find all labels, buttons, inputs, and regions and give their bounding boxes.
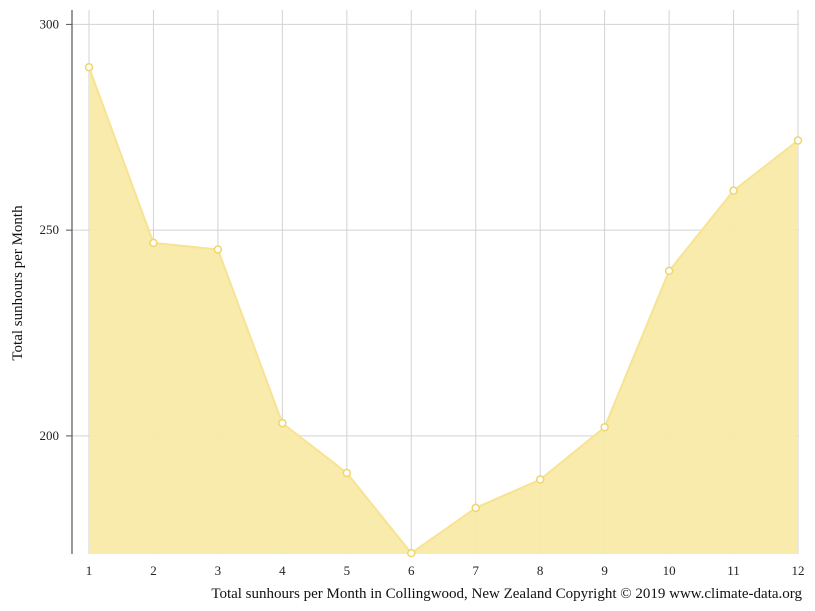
x-tick-label: 7: [472, 563, 479, 578]
data-point: [278, 418, 287, 428]
data-point: [471, 503, 480, 513]
markers: [84, 62, 803, 558]
x-tick-label: 12: [792, 563, 805, 578]
y-tick-label: 300: [40, 16, 60, 31]
x-tick-label: 5: [344, 563, 351, 578]
data-point: [793, 136, 803, 145]
x-tick-label: 11: [727, 563, 740, 578]
data-point: [664, 266, 674, 276]
data-point: [213, 245, 223, 254]
x-tick-label: 8: [537, 563, 544, 578]
y-tick-label: 200: [40, 428, 60, 443]
data-point: [535, 475, 545, 484]
series-line: [88, 66, 799, 555]
data-point: [407, 548, 416, 558]
data-point: [729, 186, 738, 195]
x-tick-label: 4: [279, 563, 286, 578]
y-axis-title: Total sunhours per Month: [10, 205, 26, 361]
axes: [66, 10, 73, 554]
chart-caption: Total sunhours per Month in Collingwood,…: [211, 586, 802, 602]
data-point: [342, 468, 352, 478]
data-point: [600, 423, 609, 432]
x-tick-label: 9: [601, 563, 608, 578]
x-tick-label: 1: [86, 563, 93, 578]
y-tick-label: 250: [40, 222, 60, 237]
x-tick-label: 10: [663, 563, 676, 578]
x-tick-label: 6: [408, 563, 415, 578]
x-tick-label: 3: [215, 563, 222, 578]
x-tick-label: 2: [150, 563, 157, 578]
data-point: [84, 62, 94, 72]
data-point: [149, 238, 158, 248]
series-area: [89, 67, 798, 554]
area-layer: [88, 66, 799, 555]
